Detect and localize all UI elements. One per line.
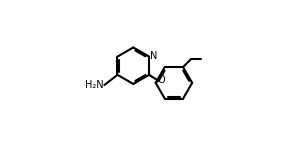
Text: H₂N: H₂N (85, 80, 104, 90)
Text: O: O (158, 75, 165, 85)
Text: N: N (150, 51, 158, 61)
